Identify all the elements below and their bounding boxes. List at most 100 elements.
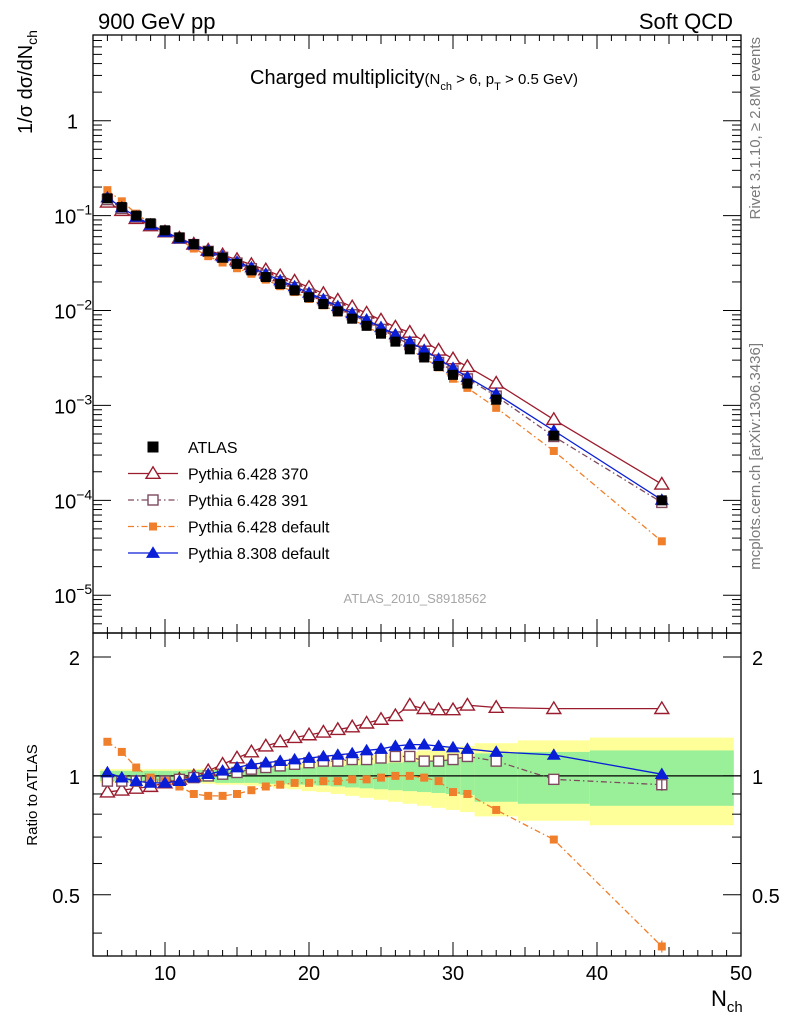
data-point: [417, 343, 432, 355]
data-point: [404, 344, 415, 355]
legend-marker: [149, 522, 157, 531]
ratio-point: [316, 749, 331, 762]
data-point: [376, 328, 386, 339]
plot-title: Charged multiplicity(Nch > 6, pT > 0.5 G…: [250, 67, 578, 93]
ratio-point: [204, 791, 213, 800]
ratio-point: [548, 773, 560, 786]
ratio-point: [487, 699, 505, 714]
y-tick-label: 0.5: [52, 886, 80, 908]
ratio-point: [175, 782, 184, 791]
x-tick-label: 50: [730, 963, 752, 985]
data-point: [188, 239, 199, 250]
y-tick-label: 10−5: [54, 581, 92, 608]
band-stat: [460, 758, 475, 795]
data-point: [203, 246, 214, 257]
ratio-point: [218, 791, 227, 800]
data-point: [318, 299, 329, 310]
y-axis-label-top: 1/σ dσ/dNch: [15, 30, 40, 134]
data-point: [232, 258, 242, 269]
y-tick-label-right: 2: [752, 648, 763, 670]
ratio-point: [319, 777, 328, 786]
ratio-point: [549, 835, 558, 844]
ratio-point: [305, 778, 313, 787]
ratio-point: [257, 738, 275, 752]
data-point: [347, 313, 358, 324]
ratio-point: [377, 773, 385, 782]
ratio-point: [459, 697, 476, 711]
ratio-point: [449, 788, 457, 797]
data-point: [433, 361, 444, 372]
x-axis-label-main: N: [711, 986, 727, 1011]
y-tick-label-right: 0.5: [752, 886, 780, 908]
data-point: [361, 320, 372, 331]
ratio-point: [348, 775, 357, 784]
data-point: [487, 375, 505, 389]
ratio-point: [653, 700, 671, 715]
data-point: [275, 279, 286, 290]
ratio-point: [446, 740, 460, 753]
legend-marker: [147, 494, 159, 506]
ratio-point: [114, 770, 129, 783]
side-label-rivet: Rivet 3.1.10, ≥ 2.8M events: [747, 37, 764, 220]
plot-title-sub-t: T: [494, 81, 501, 93]
ratio-point: [315, 724, 332, 738]
ratio-point: [230, 760, 244, 773]
data-point: [174, 232, 185, 243]
data-point: [103, 186, 112, 195]
ratio-point: [261, 782, 270, 791]
plot-title-sub: (N: [425, 71, 441, 88]
ratio-point: [100, 765, 115, 778]
ratio-point: [546, 748, 561, 760]
side-label-mcplots: mcplots.cern.ch [arXiv:1306.3436]: [747, 343, 764, 570]
plot-title-sub-ch: ch: [440, 81, 452, 93]
ratio-point: [432, 755, 445, 767]
data-point: [390, 336, 401, 347]
data-point: [332, 306, 343, 317]
data-point: [116, 202, 127, 213]
data-point: [549, 446, 558, 455]
data-point: [462, 378, 473, 389]
ratio-point: [343, 718, 361, 733]
data-point: [657, 537, 666, 546]
ratio-point: [117, 747, 126, 756]
ratio-point: [545, 700, 563, 715]
legend-label: Pythia 8.308 default: [188, 546, 330, 563]
ratio-point: [103, 737, 112, 746]
ratio-point: [290, 778, 299, 787]
plot-frame: [92, 632, 742, 957]
ratio-point: [286, 729, 303, 744]
ratio-point: [189, 789, 198, 798]
legend-label: ATLAS: [188, 440, 238, 457]
ratio-point: [374, 742, 388, 754]
ratio-point: [401, 697, 419, 711]
plot-title-sub-mid: > 6, p: [452, 71, 494, 88]
ratio-point: [172, 774, 187, 786]
ratio-point: [405, 771, 414, 780]
ratio-point: [132, 763, 141, 772]
data-point: [102, 193, 113, 204]
data-point: [548, 430, 559, 441]
ratio-point: [244, 757, 259, 770]
data-point: [653, 476, 671, 490]
ratio-point: [387, 707, 404, 722]
data-point: [419, 352, 430, 363]
y-tick-label: 10−3: [54, 391, 92, 418]
y-tick-label: 10−4: [54, 486, 92, 513]
ratio-point: [391, 771, 400, 780]
ratio-point: [215, 764, 230, 776]
ratio-point: [388, 739, 403, 751]
ratio-point: [489, 745, 504, 757]
ratio-point: [420, 773, 429, 782]
x-tick-label: 20: [298, 963, 320, 985]
data-point: [459, 358, 476, 373]
ratio-point: [233, 789, 241, 798]
header-left: 900 GeV pp: [98, 9, 215, 34]
ratio-point: [404, 750, 416, 763]
ratio-point: [127, 780, 145, 794]
ratio-point: [329, 721, 347, 736]
x-axis-label-sub: ch: [727, 999, 743, 1016]
ratio-point: [158, 776, 172, 788]
ratio-point: [417, 737, 432, 750]
ratio-point: [302, 751, 316, 763]
